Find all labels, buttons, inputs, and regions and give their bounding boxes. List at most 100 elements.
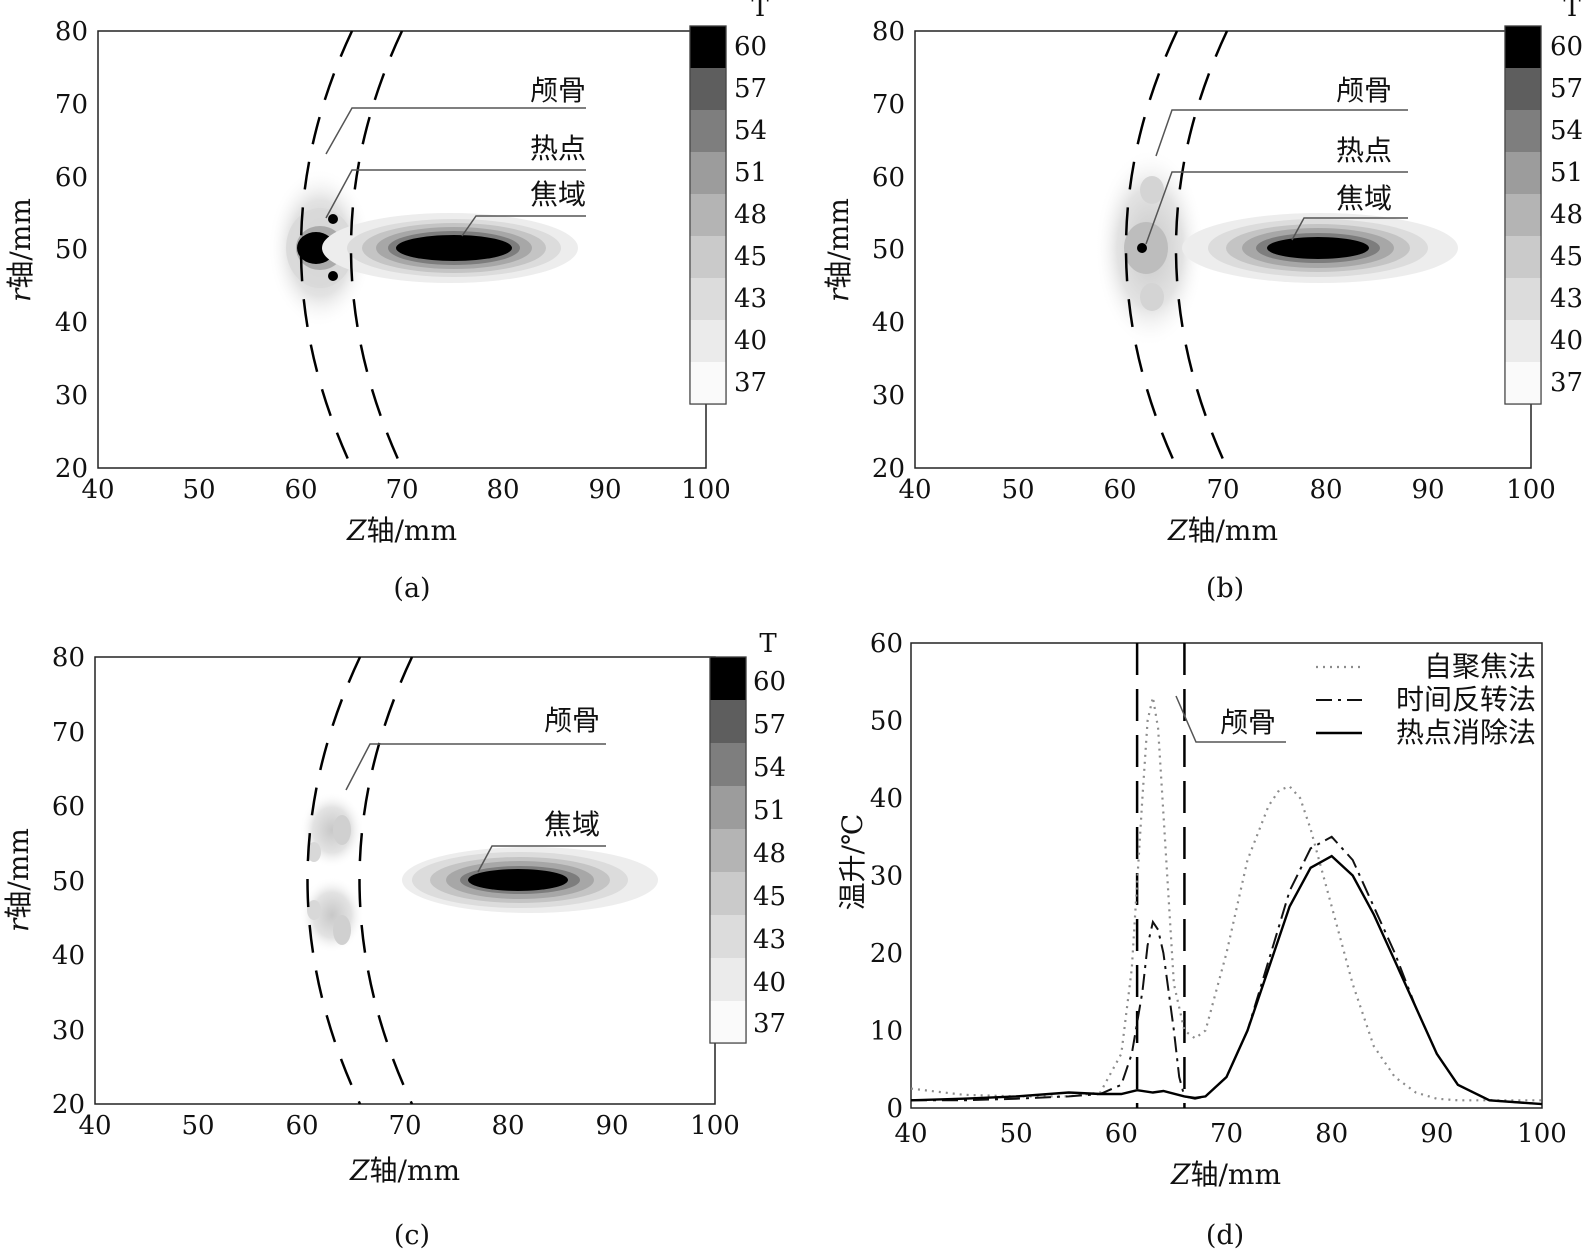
panel-d-caption: (d) xyxy=(1206,1220,1244,1251)
panel-d-x-tick-label: 50 xyxy=(1000,1119,1033,1149)
panel-c-annotation-focus: 焦域 xyxy=(544,808,600,841)
svg-text:70: 70 xyxy=(55,90,88,120)
svg-text:50: 50 xyxy=(182,475,215,505)
panel-d-series-line xyxy=(910,854,1543,1106)
svg-text:60: 60 xyxy=(52,792,85,822)
panel-b: 颅骨 热点 焦域 40 50 60 70 80 90 100 20 30 40 … xyxy=(822,0,1583,604)
panel-b-leader-skull xyxy=(1155,109,1408,157)
panel-c-skull-heat-upper-side xyxy=(307,842,321,862)
panel-b-x-axis-label: Z轴/mm xyxy=(1167,514,1278,547)
panel-a-hotspot-upper xyxy=(328,214,338,224)
svg-text:100: 100 xyxy=(690,1111,740,1141)
panel-c-skull-inner-boundary xyxy=(306,656,362,1105)
panel-b-skull-heat-upper xyxy=(1140,176,1164,204)
panel-c: 颅骨 焦域 40 50 60 70 80 90 100 20 30 40 50 … xyxy=(2,629,786,1251)
svg-text:57: 57 xyxy=(753,710,786,740)
svg-text:37: 37 xyxy=(1550,368,1583,398)
panel-d-y-ticks: 0 10 20 30 40 50 60 xyxy=(870,629,903,1124)
panel-c-leader-skull xyxy=(345,743,606,791)
svg-text:40: 40 xyxy=(872,308,905,338)
panel-d-x-ticks: 40 50 60 70 80 90 100 xyxy=(894,1119,1566,1149)
panel-d-y-tick-label: 50 xyxy=(870,707,903,737)
svg-text:20: 20 xyxy=(52,1090,85,1120)
panel-c-colorbar: T 60 57 54 51 48 45 43 40 37 xyxy=(709,629,786,1044)
panel-b-colorbar: T 60 57 54 51 48 45 43 40 37 xyxy=(1504,0,1583,405)
svg-text:51: 51 xyxy=(734,158,767,188)
svg-text:20: 20 xyxy=(872,454,905,484)
panel-d-y-axis-label: 温升/℃ xyxy=(836,814,869,911)
panel-a-skull-inner-boundary xyxy=(299,30,354,469)
panel-d-x-tick-label: 80 xyxy=(1315,1119,1348,1149)
svg-text:57: 57 xyxy=(734,74,767,104)
svg-text:48: 48 xyxy=(753,839,786,869)
svg-text:70: 70 xyxy=(1206,475,1239,505)
panel-a-x-axis-label: Z轴/mm xyxy=(346,514,457,547)
panel-b-leader-focus xyxy=(1291,217,1408,241)
panel-a-annotation-hotspot: 热点 xyxy=(530,132,586,165)
svg-text:40: 40 xyxy=(52,941,85,971)
svg-text:37: 37 xyxy=(734,368,767,398)
svg-text:90: 90 xyxy=(588,475,621,505)
panel-a-leader-focus xyxy=(461,215,586,237)
svg-text:50: 50 xyxy=(55,235,88,265)
svg-text:60: 60 xyxy=(284,475,317,505)
panel-c-skull-outer-boundary xyxy=(358,656,414,1105)
svg-text:45: 45 xyxy=(753,882,786,912)
panel-a-skull-outer-boundary xyxy=(349,30,404,469)
svg-text:40: 40 xyxy=(734,326,767,356)
svg-text:54: 54 xyxy=(1550,116,1583,146)
svg-text:90: 90 xyxy=(1411,475,1444,505)
panel-d-y-tick-label: 40 xyxy=(870,784,903,814)
svg-text:54: 54 xyxy=(734,116,767,146)
panel-d-series xyxy=(910,697,1543,1106)
svg-text:51: 51 xyxy=(1550,158,1583,188)
panel-a-y-axis-label: r轴/mm xyxy=(4,198,37,302)
panel-b-x-ticks: 40 50 60 70 80 90 100 xyxy=(898,475,1555,505)
svg-text:40: 40 xyxy=(78,1111,111,1141)
panel-d-y-tick-label: 30 xyxy=(870,862,903,892)
panel-a-plot-area: 颅骨 热点 焦域 xyxy=(97,30,707,469)
svg-text:57: 57 xyxy=(1550,74,1583,104)
svg-text:60: 60 xyxy=(1103,475,1136,505)
svg-text:80: 80 xyxy=(491,1111,524,1141)
panel-d-x-tick-label: 100 xyxy=(1517,1119,1567,1149)
svg-text:50: 50 xyxy=(872,235,905,265)
svg-text:40: 40 xyxy=(1550,326,1583,356)
svg-text:30: 30 xyxy=(52,1016,85,1046)
svg-text:80: 80 xyxy=(1309,475,1342,505)
panel-b-skull-heat-lower xyxy=(1140,283,1164,311)
panel-b-annotation-hotspot: 热点 xyxy=(1336,134,1392,167)
panel-d-x-tick-label: 60 xyxy=(1105,1119,1138,1149)
panel-c-x-axis-label: Z轴/mm xyxy=(349,1154,460,1187)
panel-d-x-tick-label: 90 xyxy=(1420,1119,1453,1149)
svg-text:50: 50 xyxy=(1001,475,1034,505)
svg-text:60: 60 xyxy=(285,1111,318,1141)
svg-text:40: 40 xyxy=(753,968,786,998)
panel-a-colorbar: T 60 57 54 51 48 45 43 40 37 xyxy=(689,0,769,405)
svg-text:50: 50 xyxy=(181,1111,214,1141)
svg-text:80: 80 xyxy=(52,643,85,673)
panel-d-legend-label: 自聚焦法 xyxy=(1424,650,1536,683)
panel-d-x-tick-label: 40 xyxy=(894,1119,927,1149)
svg-text:70: 70 xyxy=(385,475,418,505)
panel-c-y-ticks: 20 30 40 50 60 70 80 xyxy=(52,643,85,1120)
panel-a-y-ticks: 20 30 40 50 60 70 80 xyxy=(55,17,88,484)
svg-text:43: 43 xyxy=(753,925,786,955)
svg-text:50: 50 xyxy=(52,867,85,897)
svg-text:60: 60 xyxy=(55,163,88,193)
panel-b-plot-area: 颅骨 热点 焦域 xyxy=(914,30,1532,469)
svg-text:43: 43 xyxy=(734,284,767,314)
panel-b-caption: (b) xyxy=(1206,573,1244,604)
panel-d-y-tick-label: 60 xyxy=(870,629,903,659)
panel-a-colorbar-title: T xyxy=(751,0,769,23)
svg-text:70: 70 xyxy=(52,718,85,748)
panel-b-annotation-skull: 颅骨 xyxy=(1336,74,1392,107)
panel-b-skull-inner-boundary xyxy=(1124,30,1179,469)
svg-text:60: 60 xyxy=(872,163,905,193)
panel-b-y-axis-label: r轴/mm xyxy=(822,198,855,302)
panel-d-annotation-skull: 颅骨 xyxy=(1220,706,1276,739)
panel-c-skull-heat-upper-core xyxy=(333,815,351,845)
panel-a-leader-skull xyxy=(325,107,586,155)
